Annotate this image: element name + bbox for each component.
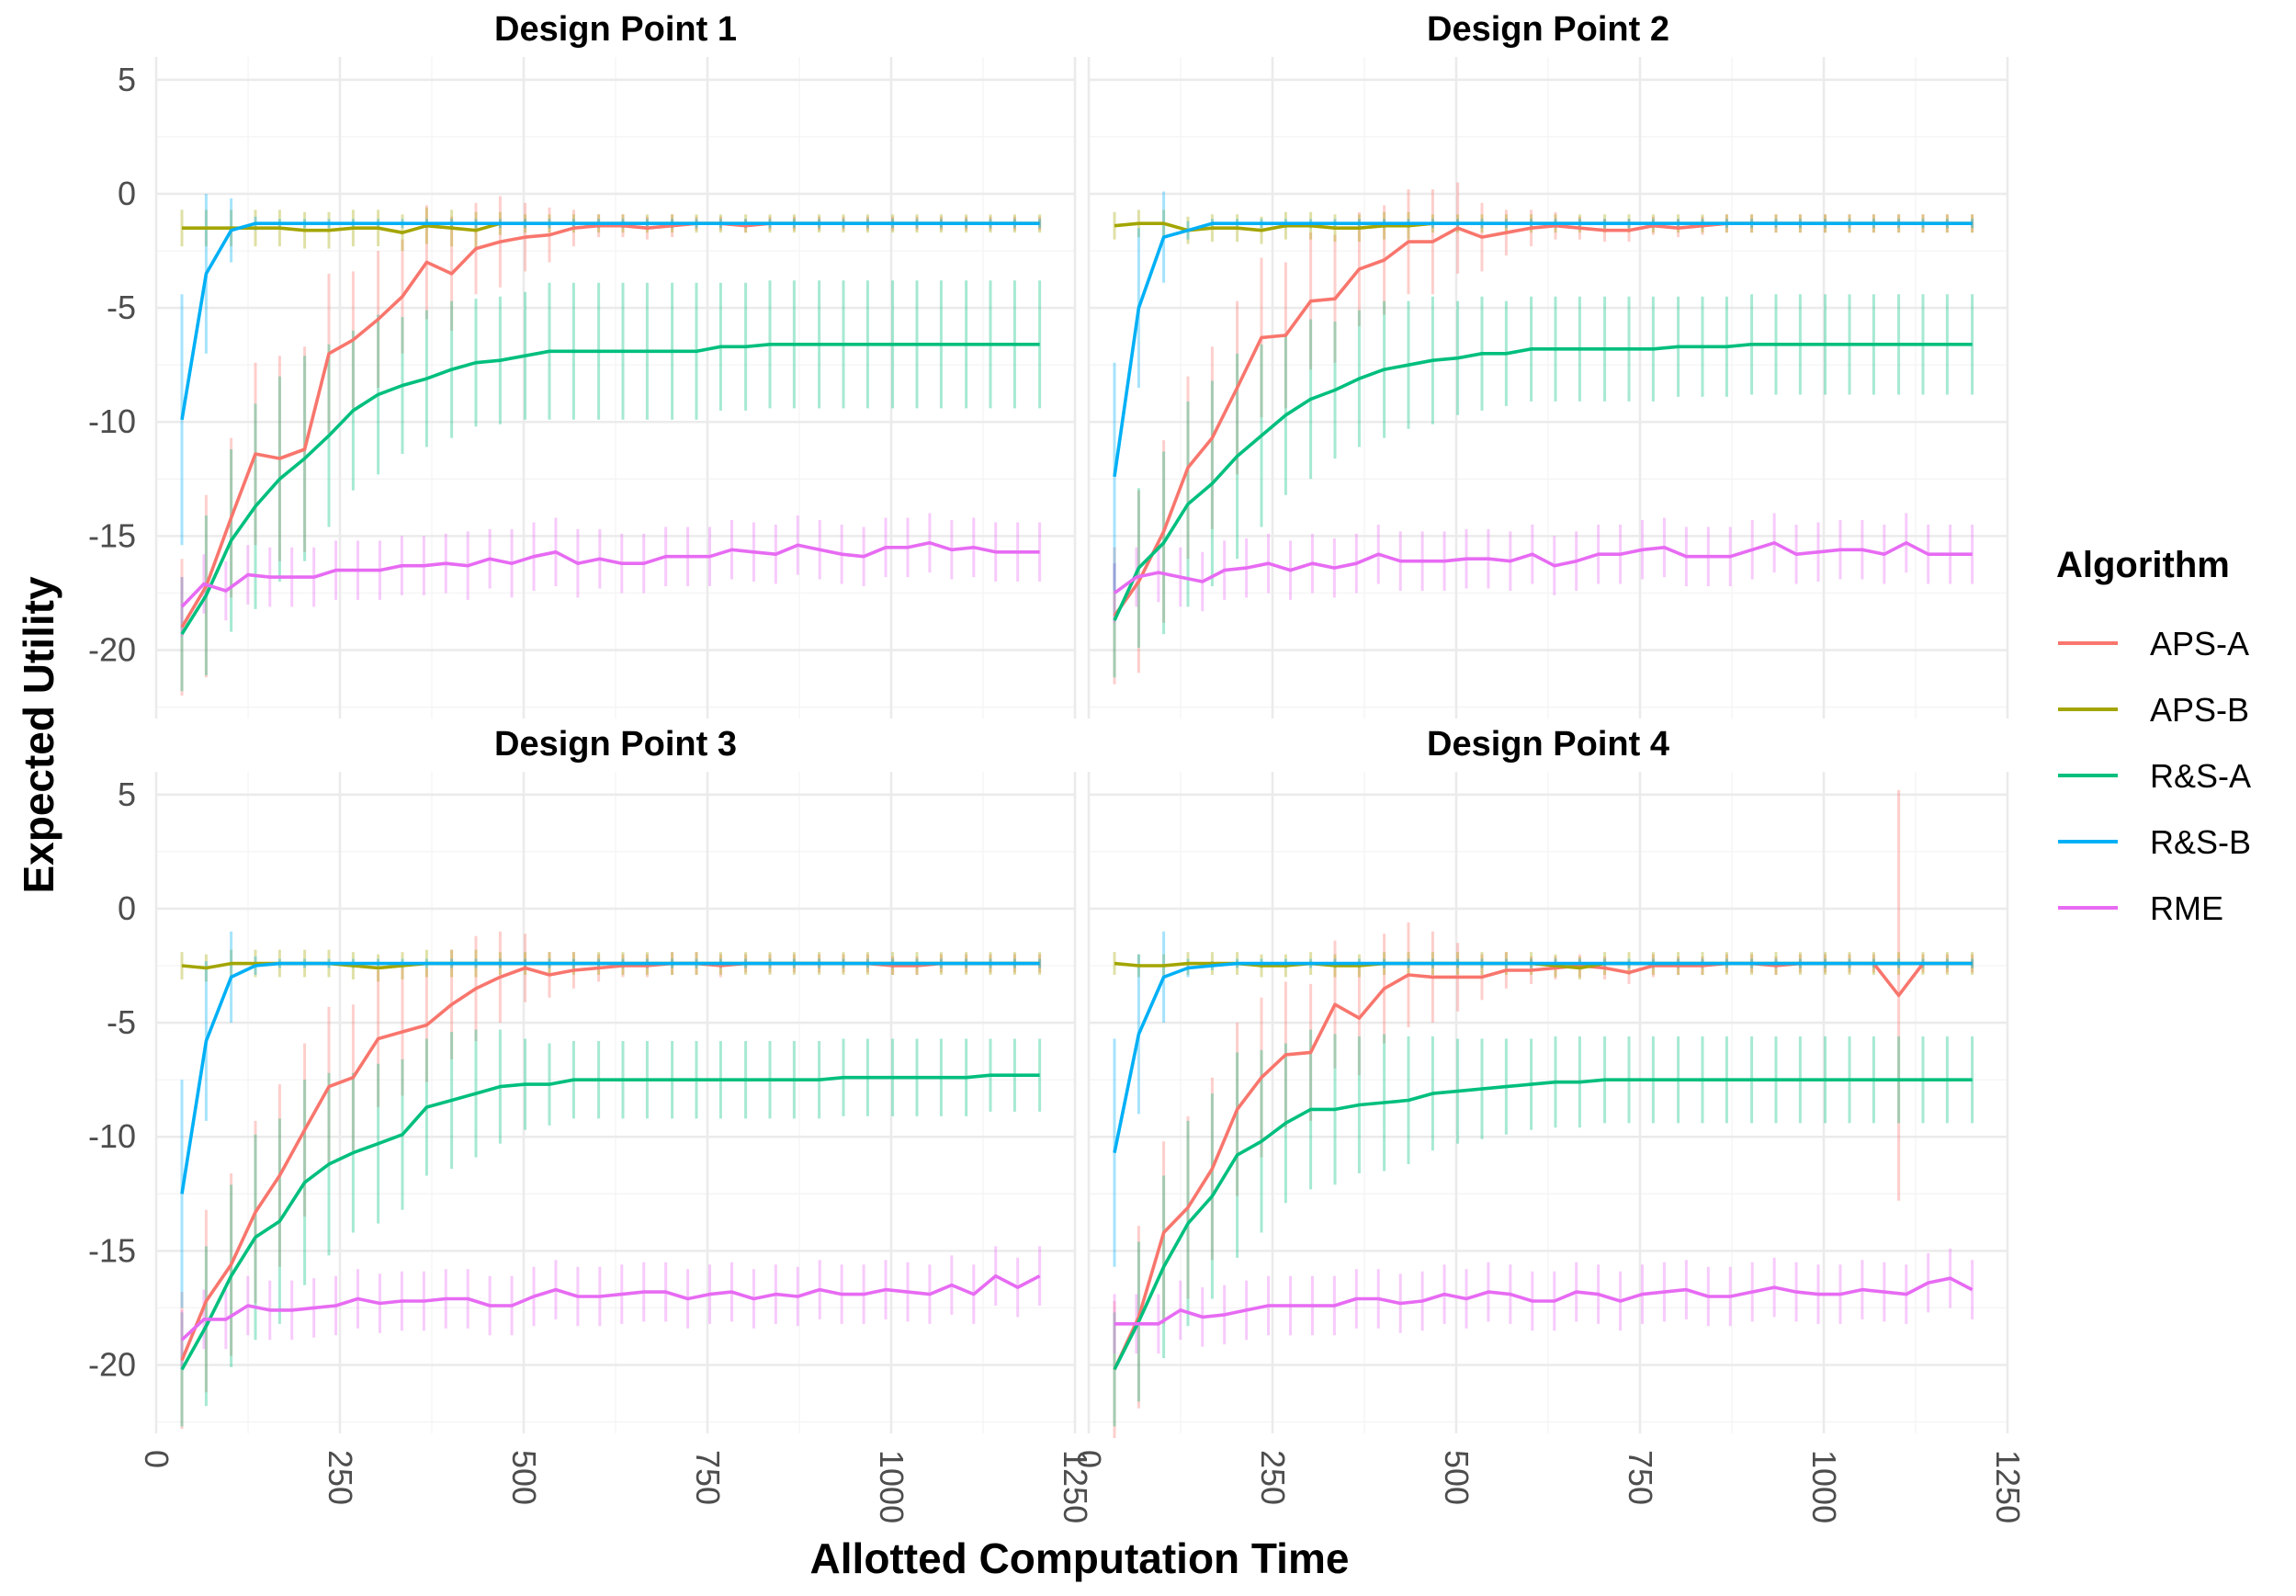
panel-title: Design Point 1 [494,10,737,49]
y-tick-label: -5 [107,1003,136,1041]
legend-item: R&S-A [2058,757,2251,795]
y-tick-label: 5 [118,775,136,813]
x-tick-label: 750 [1622,1450,1659,1505]
x-tick-label: 750 [689,1450,727,1505]
panel-3: Design Point 3 5 0 -5 -10 -15 -20 0 250 500 750 100… [88,725,1094,1523]
x-tick-label: 250 [322,1450,359,1505]
legend-item: RME [2058,889,2223,927]
y-tick-label: -20 [88,1346,136,1384]
x-tick-label: 1250 [1057,1450,1094,1523]
legend-label: R&S-B [2150,823,2251,861]
series-line-R&S-A [180,342,1040,636]
series-line-R&S-B [1113,221,1973,478]
x-axis-title: Allotted Computation Time [810,1534,1350,1582]
series-line-RME [180,1273,1041,1341]
y-tick-label: -15 [88,1231,136,1269]
series-line-RME [1114,1276,1974,1326]
legend-items: APS-A APS-B R&S-A R&S-B RME [2058,625,2251,927]
error-bars-APS-A [1113,182,1974,685]
legend-item: APS-B [2058,691,2249,729]
panel-2: Design Point 2 [1087,10,2009,719]
series-line-RME [1113,540,1973,594]
x-tick-label: 500 [505,1450,543,1505]
y-tick-label: -10 [88,402,136,440]
legend-label: APS-B [2150,691,2249,729]
legend-label: APS-A [2150,625,2249,662]
legend: Algorithm APS-A APS-B R&S-A R&S-B RME [2056,545,2251,927]
series-line-R&S-B [180,221,1040,421]
x-tick-label: 250 [1254,1450,1292,1505]
series-line-R&S-B [180,961,1040,1194]
legend-label: RME [2150,889,2223,927]
series-line-R&S-B [1113,961,1973,1153]
y-tick-label: 5 [118,61,136,98]
x-tick-label: 0 [138,1450,175,1468]
panel-1: Design Point 1 5 0 -5 -10 -15 -20 [88,10,1077,719]
legend-item: R&S-B [2058,823,2251,861]
x-tick-label: 1000 [873,1450,910,1523]
panel-title: Design Point 2 [1427,10,1669,49]
x-tick-label: 0 [1070,1450,1108,1468]
legend-label: R&S-A [2150,757,2251,795]
series-line-R&S-A [1113,1078,1973,1371]
y-tick-label: 0 [118,175,136,212]
y-tick-label: -15 [88,516,136,554]
y-tick-label: -20 [88,631,136,669]
series-line-RME [180,540,1040,608]
x-tick-label: 500 [1438,1450,1476,1505]
legend-title: Algorithm [2056,545,2230,585]
y-tick-label: 0 [118,889,136,927]
series-line-R&S-A [180,1073,1040,1371]
panel-4: Design Point 4 0 250 500 750 1000 1250 [1070,725,2027,1523]
panel-title: Design Point 3 [494,725,737,764]
y-tick-label: -5 [107,289,136,326]
y-tick-label: -10 [88,1117,136,1155]
legend-item: APS-A [2058,625,2249,662]
y-axis-title: Expected Utility [15,576,62,894]
x-tick-label: 1000 [1805,1450,1843,1523]
series-line-R&S-A [1113,342,1973,621]
series-line-APS-A [180,961,1040,1362]
x-tick-label: 1250 [1989,1450,2027,1523]
panel-title: Design Point 4 [1427,725,1669,764]
